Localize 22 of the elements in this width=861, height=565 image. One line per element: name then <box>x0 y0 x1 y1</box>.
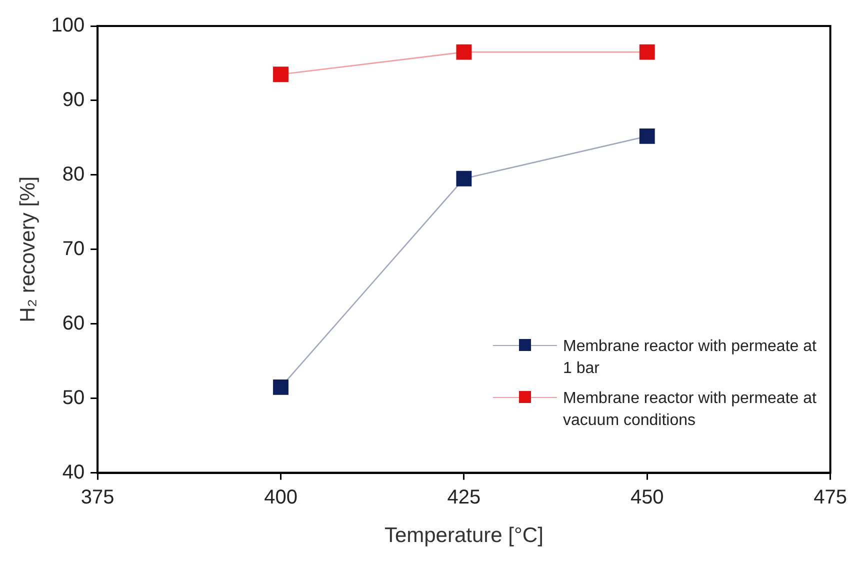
point <box>273 66 288 82</box>
y-tick-label: 50 <box>62 386 85 409</box>
legend-label: Membrane reactor with permeate at vacuum conditions <box>563 389 818 431</box>
x-tick-label: 400 <box>264 486 298 508</box>
x-tick-label: 425 <box>447 486 481 508</box>
y-tick-label: 70 <box>62 238 85 260</box>
y-tick-label: 80 <box>62 163 85 186</box>
point <box>456 44 472 60</box>
point <box>639 128 655 144</box>
x-axis-title: Temperature [°C] <box>384 524 544 548</box>
y-tick-label: 60 <box>62 312 85 334</box>
x-tick-label: 375 <box>80 486 114 508</box>
y-tick-label: 90 <box>62 88 85 111</box>
point <box>273 379 288 395</box>
y-tick-label: 40 <box>62 461 85 484</box>
x-tick-label: 475 <box>814 486 848 508</box>
point <box>456 170 472 186</box>
point <box>639 44 655 60</box>
y-tick-label: 100 <box>51 14 85 37</box>
y-axis-title: H₂ recovery [%] <box>16 176 40 322</box>
x-tick-label: 450 <box>630 486 664 508</box>
legend-label: Membrane reactor with permeate at 1 bar <box>563 337 818 379</box>
